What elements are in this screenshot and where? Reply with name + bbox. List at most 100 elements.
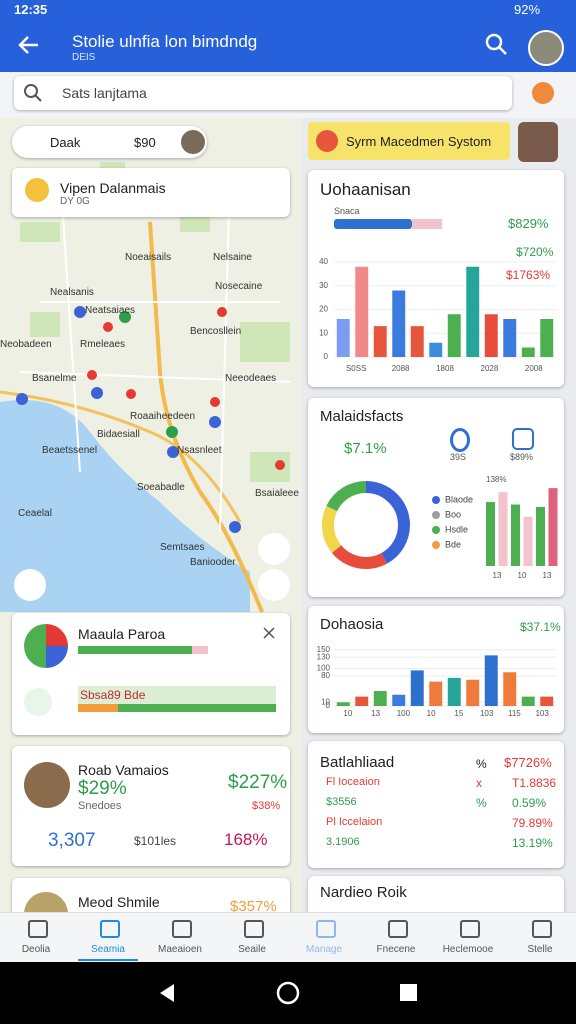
bar (523, 516, 533, 566)
legend-dot (432, 541, 440, 549)
progress-icon (24, 624, 68, 668)
search-badge[interactable] (532, 82, 554, 104)
map-label: Semtsaes (160, 542, 205, 553)
bar (336, 319, 350, 357)
nav-icon[interactable] (244, 920, 264, 938)
y-tick-label: 80 (321, 671, 330, 680)
legend-label: Blaode (445, 494, 473, 504)
y-tick-label: 30 (319, 281, 328, 290)
system-buttons (160, 981, 417, 1005)
y-tick-label: 40 (319, 257, 328, 266)
progress-bar-2a (78, 704, 118, 712)
map-label: Soeabadle (137, 482, 185, 493)
nav-label[interactable]: Fnecene (376, 944, 416, 955)
table-cell: 13.19% (512, 836, 553, 850)
bar (511, 504, 520, 566)
panel-4-title: Batlahliaad (320, 754, 395, 771)
search-placeholder: Sats lanjtama (62, 85, 147, 101)
nav-icon[interactable] (460, 920, 480, 938)
nav-icon[interactable] (172, 920, 192, 938)
legend-dot (432, 526, 440, 534)
nav-icon[interactable] (388, 920, 408, 938)
third-value: $357% (230, 898, 277, 915)
nav-icon[interactable] (100, 920, 120, 938)
progress-band (78, 686, 276, 704)
map-label: Bidaesiall (97, 429, 140, 440)
panel-1-stat: $829% (508, 216, 549, 231)
close-icon[interactable] (262, 626, 276, 640)
panel-2-icon-label: $89% (510, 452, 534, 462)
nav-icon[interactable] (316, 920, 336, 938)
app-bar (0, 0, 576, 72)
bar (503, 319, 517, 357)
map-label: Beaetssenel (42, 445, 98, 456)
bar (410, 670, 424, 706)
place-subtitle: DY 0G (60, 196, 90, 207)
map-label: Nelsaine (213, 252, 252, 263)
x-tick-label: 103 (480, 709, 494, 718)
map-label: Nosecaine (215, 281, 263, 292)
bar (373, 691, 387, 706)
chip-value: $90 (134, 135, 156, 150)
x-tick-label: 100 (397, 709, 411, 718)
legend-dot (432, 496, 440, 504)
third-name: Meod Shmile (78, 894, 160, 910)
bar (466, 679, 480, 706)
x-tick-label: 2088 (392, 364, 410, 373)
table-cell: x (476, 776, 482, 790)
panel-4-header-mark: % (476, 757, 487, 771)
table-cell: 3.1906 (326, 836, 360, 848)
map-label: Bsanelme (32, 373, 77, 384)
x-tick-label: 15 (454, 709, 463, 718)
user-right-value: $227% (228, 772, 288, 793)
status-time: 12:35 (14, 2, 48, 17)
donut-segment (322, 481, 410, 569)
bar (429, 342, 443, 357)
table-cell: 0.59% (512, 796, 547, 810)
panel-2-icon-label: 39S (450, 452, 467, 462)
y-tick-label: 10 (321, 697, 330, 706)
bar (540, 319, 554, 357)
location-chip[interactable] (12, 126, 207, 158)
x-tick-label: 10 (518, 571, 527, 580)
table-cell: % (476, 796, 487, 810)
bar (540, 696, 554, 706)
nav-label[interactable]: Manage (305, 944, 343, 955)
place-card[interactable] (12, 168, 290, 217)
avatar[interactable] (528, 30, 564, 66)
nav-label[interactable]: Maeaioen (158, 944, 202, 955)
nav-icon[interactable] (532, 920, 552, 938)
bar (392, 290, 406, 357)
system-nav (0, 962, 576, 1024)
map-label: Nsasnleet (177, 445, 222, 456)
nav-label[interactable]: Heclemooe (442, 944, 494, 955)
bar (447, 677, 461, 706)
nav-label[interactable]: Stelle (527, 944, 553, 955)
bar (548, 488, 558, 566)
legend-label: Bde (445, 539, 461, 549)
share-icon[interactable] (24, 688, 52, 716)
x-tick-label: 13 (371, 709, 380, 718)
map-label: Nealsanis (50, 287, 94, 298)
search-box[interactable] (14, 76, 512, 110)
bottom-nav (0, 912, 576, 963)
back-button[interactable] (12, 28, 46, 62)
nav-label[interactable]: Deolia (21, 944, 51, 955)
user-value: $29% (78, 778, 127, 799)
panel-3-title: Dohaosia (320, 616, 384, 633)
map-label: Noeaisails (125, 252, 172, 263)
x-tick-label: 115 (508, 709, 521, 718)
x-tick-label: S0SS (346, 364, 366, 373)
y-tick-label: 0 (324, 352, 329, 361)
panel-1-title: Uohaanisan (320, 180, 411, 199)
bar (498, 492, 508, 566)
banner[interactable] (308, 122, 510, 160)
nav-label[interactable]: Seaile (238, 944, 266, 955)
progress-bar (78, 646, 192, 654)
search-icon[interactable] (484, 32, 510, 58)
nav-icon[interactable] (28, 920, 48, 938)
nav-label[interactable]: Seamia (91, 944, 125, 955)
bar (484, 314, 498, 357)
